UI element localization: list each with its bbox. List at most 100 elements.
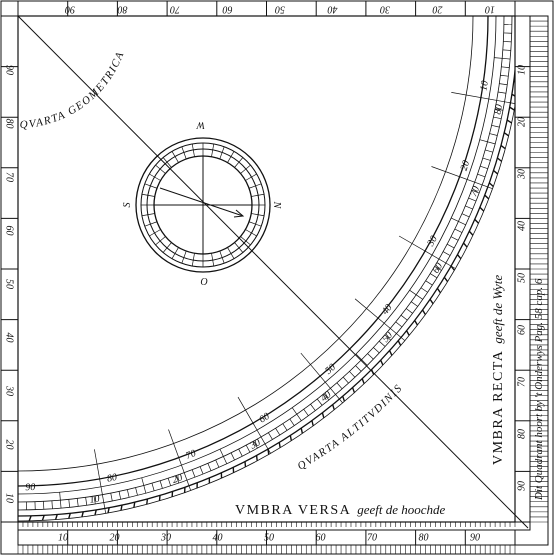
top-scale-label: 40 (328, 4, 338, 15)
arc-tick (373, 347, 379, 352)
arc-hatch (497, 158, 501, 161)
arc-scale-label: 40 (319, 389, 334, 404)
bottom-scale-label: 10 (58, 532, 68, 543)
right-scale-label: 70 (516, 377, 527, 387)
arc-tick (410, 290, 423, 299)
arc-tick (208, 463, 211, 470)
arc-hatch (56, 514, 58, 519)
compass-tick (228, 247, 235, 258)
compass-s: S (122, 203, 133, 208)
arc-tick (396, 322, 402, 327)
left-scale-label: 10 (4, 493, 15, 503)
arc-tick (111, 493, 113, 501)
arc-hatch (381, 360, 383, 365)
arc-hatch (362, 379, 364, 384)
arc-tick (492, 125, 500, 127)
arc-tick (503, 50, 511, 51)
arc-tick (310, 404, 315, 410)
bottom-scale-label: 20 (110, 532, 120, 543)
left-scale-label: 70 (4, 172, 15, 182)
left-scale-label: 40 (4, 333, 15, 343)
arc-hatch (464, 243, 468, 247)
arc-tick (498, 92, 506, 93)
outer-border (1, 1, 553, 554)
arc-hatch (159, 495, 160, 500)
arc-hatch (512, 94, 517, 97)
arc-hatch (333, 405, 335, 410)
arc-tick (465, 206, 472, 209)
arc-hatch (147, 499, 148, 504)
quarta-geometrica-text: QVARTA GEOMETRICA (19, 49, 126, 131)
arc-tick (200, 467, 203, 474)
arc-tick (480, 166, 488, 168)
arc-hatch (480, 207, 484, 211)
arc-tick (239, 449, 243, 456)
quarta-altitudinis: QVARTA ALTITVDINIS (295, 382, 405, 473)
compass-n: N (271, 201, 282, 210)
arc-scale-label: 10 (478, 80, 490, 92)
arc-tick (401, 315, 407, 320)
arc-hatch (437, 288, 440, 292)
top-scale-label: 10 (485, 4, 495, 15)
left-scale-label: 50 (4, 279, 15, 289)
compass-tick (245, 174, 256, 181)
bottom-scale-label: 70 (367, 532, 377, 543)
left-scale-label: 20 (4, 440, 15, 450)
arc-tick (220, 449, 227, 464)
top-scale-label: 30 (380, 4, 391, 15)
arc-tick (349, 371, 354, 377)
arc-hatch (312, 421, 313, 426)
arc-hatch (423, 310, 426, 315)
arc-hatch (510, 107, 515, 110)
arc-tick (77, 498, 78, 506)
arc-hatch (457, 255, 460, 259)
right-scale-label: 10 (516, 65, 527, 75)
arc-scale-label: 50 (380, 330, 395, 345)
arc-scale-label: 30 (248, 437, 263, 452)
umbra-recta-title: VMBRA RECTA (491, 350, 506, 465)
arc-hatch (322, 413, 323, 418)
top-scale-label: 50 (275, 4, 285, 15)
arc-tick (483, 158, 491, 160)
arc-tick (52, 501, 53, 509)
right-scale-label: 50 (516, 273, 527, 283)
left-scale-label: 90 (4, 65, 15, 75)
arc-tick (499, 84, 507, 85)
arc-tick (411, 302, 417, 307)
arc-tick (451, 237, 458, 241)
right-scale-label: 40 (516, 221, 527, 231)
bottom-scale-label: 80 (419, 532, 429, 543)
arc-tick (493, 117, 501, 119)
arc-hatch (489, 183, 493, 187)
compass (136, 138, 270, 272)
arc-tick (406, 308, 412, 313)
arc-hatch (353, 388, 355, 393)
arc-tick (426, 281, 433, 285)
arc-scale-label: 40 (380, 302, 395, 317)
arc-tick (136, 488, 138, 496)
arc-tick (343, 377, 348, 383)
bottom-scale-label: 50 (264, 532, 274, 543)
arc-tick (430, 274, 437, 278)
arc-tick (462, 214, 469, 217)
arc-scale-label: 50 (323, 362, 338, 377)
arc-tick (478, 174, 486, 177)
arc-tick (127, 490, 129, 498)
umbra-recta-note: geeft de Wyte (490, 275, 505, 344)
left-scale-label: 30 (4, 385, 15, 396)
arc-hatch (390, 351, 392, 356)
arc-hatch (257, 455, 258, 460)
arc-scale-label: 80 (106, 472, 118, 485)
top-scale-label: 60 (223, 4, 233, 15)
right-scale-label: 80 (516, 429, 527, 439)
arc-scale-label: 80 (492, 104, 505, 116)
arc-hatch (398, 341, 400, 346)
arc-tick (290, 419, 294, 426)
arc-tick (485, 150, 493, 152)
arc-tick (152, 483, 154, 491)
arc-hatch (518, 29, 523, 31)
right-scale-label: 20 (516, 117, 527, 127)
arc-tick (160, 481, 162, 489)
right-scale-label: 30 (516, 169, 527, 180)
